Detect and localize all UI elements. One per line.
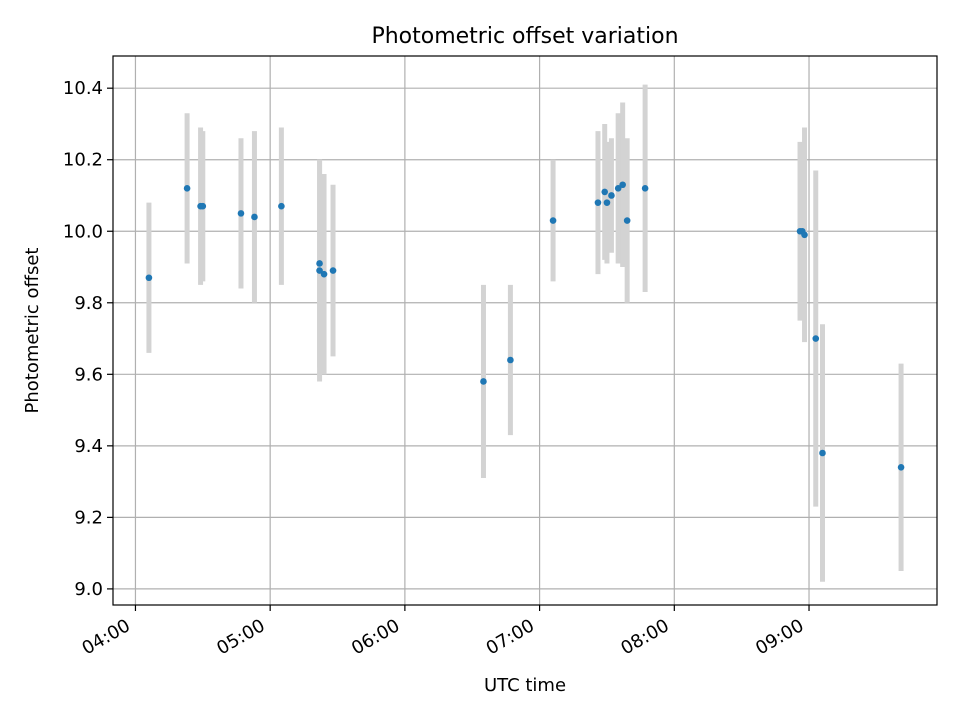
- x-axis-label: UTC time: [484, 675, 566, 696]
- data-point: [480, 378, 487, 385]
- data-point: [623, 217, 631, 224]
- data-point: [601, 188, 609, 196]
- data-point: [316, 267, 323, 274]
- data-point: [614, 185, 622, 192]
- y-tick-label: 9.8: [74, 293, 103, 314]
- data-point: [819, 449, 826, 457]
- data-point: [278, 202, 285, 210]
- data-point: [251, 213, 258, 221]
- y-tick-label: 9.6: [74, 364, 103, 385]
- plot-frame: [112, 55, 938, 606]
- data-point: [603, 199, 611, 206]
- x-tick-label: 04:00: [79, 615, 134, 659]
- x-tick-label: 07:00: [483, 615, 538, 659]
- y-axis-label: Photometric offset: [22, 248, 43, 414]
- data-point: [199, 202, 207, 210]
- y-tick-label: 9.4: [74, 436, 103, 457]
- x-tick-label: 05:00: [213, 615, 268, 659]
- data-point: [145, 274, 153, 282]
- y-tick-label: 9.0: [74, 579, 103, 600]
- y-axis-ticks: 9.0 9.2 9.4 9.6 9.8 10.0 10.2 10.4: [63, 78, 113, 600]
- data-point: [320, 270, 328, 278]
- data-point: [594, 199, 602, 206]
- data-point: [183, 185, 191, 192]
- y-tick-label: 10.2: [63, 150, 103, 171]
- data-point: [316, 260, 323, 267]
- data-point: [641, 185, 649, 192]
- data-point: [801, 231, 808, 239]
- data-point: [549, 217, 557, 224]
- y-tick-label: 9.2: [74, 507, 103, 528]
- x-tick-label: 06:00: [348, 615, 403, 659]
- x-tick-label: 09:00: [752, 615, 807, 659]
- x-tick-label: 08:00: [617, 615, 672, 659]
- data-point: [897, 464, 905, 471]
- y-tick-label: 10.0: [63, 221, 103, 242]
- data-point: [507, 356, 514, 364]
- data-point: [619, 181, 626, 189]
- x-axis-ticks: 04:00 05:00 06:00 07:00 08:00 09:00: [79, 605, 810, 659]
- data-point: [329, 267, 337, 274]
- chart-title: Photometric offset variation: [371, 24, 678, 49]
- point-layer: [145, 181, 905, 471]
- data-point: [812, 335, 820, 342]
- data-point: [237, 210, 245, 217]
- data-point: [608, 192, 615, 199]
- y-tick-label: 10.4: [63, 78, 103, 99]
